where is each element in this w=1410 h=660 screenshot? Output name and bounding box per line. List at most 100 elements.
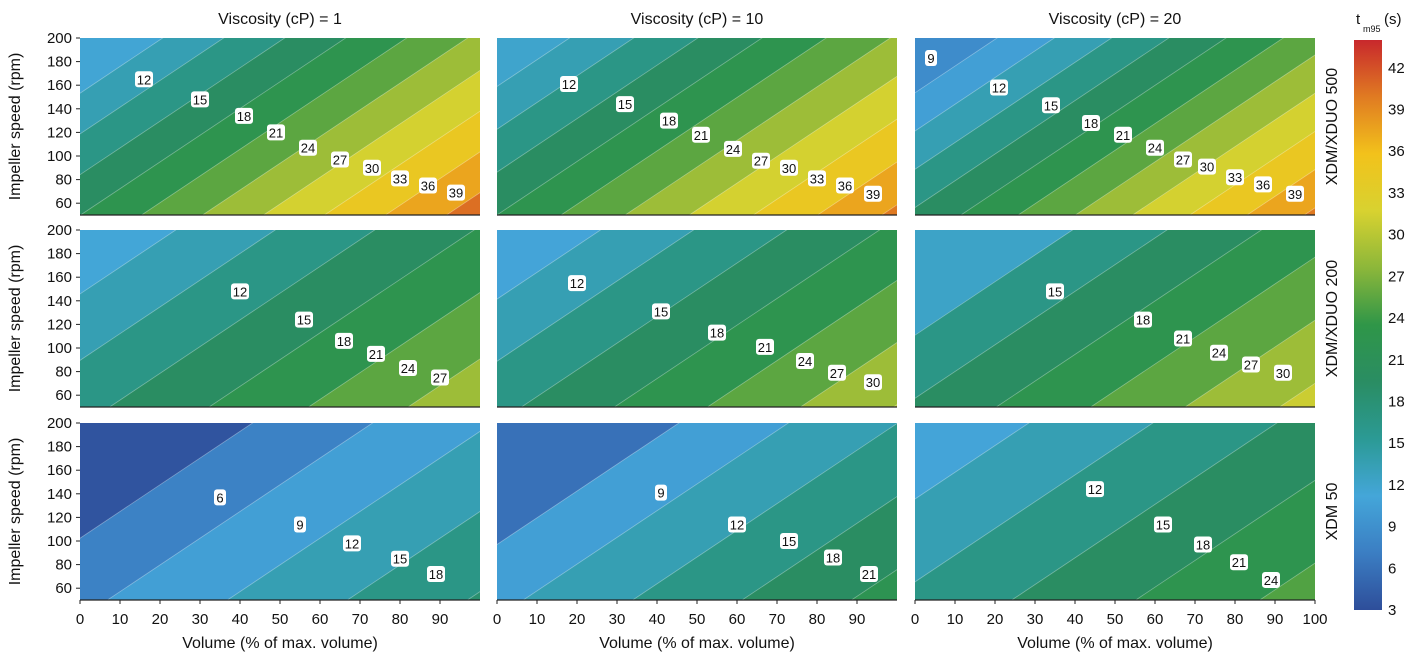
contour-line (632, 423, 897, 600)
contour-label: 30 (365, 161, 379, 176)
x-tick-label: 40 (1067, 611, 1084, 628)
y-tick-label: 160 (47, 77, 72, 94)
contour-line (201, 38, 469, 215)
y-tick-label: 140 (47, 101, 72, 118)
contour-label-box (1042, 97, 1060, 114)
contour-label: 9 (657, 486, 664, 501)
contour-label-box (214, 489, 226, 506)
contour-label-box (331, 151, 349, 168)
y-tick-label: 120 (47, 124, 72, 141)
colorbar-tick-label: 21 (1388, 352, 1405, 369)
contour-label: 15 (393, 552, 407, 567)
y-tick-label: 200 (47, 415, 72, 432)
contour-label: 12 (137, 72, 151, 87)
contour-label: 15 (1048, 284, 1062, 299)
contour-label: 12 (570, 276, 584, 291)
contour-line (226, 430, 480, 600)
contour-label: 21 (1116, 128, 1130, 143)
contour-label-box (447, 184, 465, 201)
contour-label-box (431, 369, 449, 386)
contour-label: 30 (1276, 366, 1290, 381)
contour-label-box (560, 76, 578, 93)
contour-label-box (1198, 158, 1216, 175)
y-tick-label: 80 (55, 172, 72, 189)
contour-panel (497, 423, 897, 600)
contour-line (915, 38, 1113, 170)
contour-label: 15 (654, 304, 668, 319)
colorbar-tick-label: 15 (1388, 435, 1405, 452)
contour-label-box (191, 91, 209, 108)
contour-label: 18 (1136, 313, 1150, 328)
contour-label: 18 (237, 109, 251, 124)
contour-band (800, 342, 897, 407)
contour-line (80, 38, 347, 215)
contour-line (613, 230, 881, 407)
contour-line (497, 423, 680, 545)
contour-band (467, 591, 480, 600)
contour-label-box (796, 352, 814, 369)
x-tick-label: 0 (493, 611, 501, 628)
contour-line (497, 230, 602, 300)
y-tick-label: 120 (47, 316, 72, 333)
contour-label-box (1154, 516, 1172, 533)
y-tick-label: 120 (47, 509, 72, 526)
y-tick-label: 160 (47, 269, 72, 286)
contour-label-box (708, 324, 726, 341)
column-title: Viscosity (cP) = 10 (631, 11, 764, 28)
contour-label: 33 (1228, 170, 1242, 185)
contour-label: 21 (862, 567, 876, 582)
x-tick-label: 60 (729, 611, 746, 628)
x-tick-label: 50 (1107, 611, 1124, 628)
contour-label-box (1174, 330, 1192, 347)
contour-label-box (1262, 571, 1280, 588)
contour-line (1089, 256, 1315, 407)
row-title: XDM/XDUO 500 (1324, 68, 1341, 185)
x-tick-label: 40 (649, 611, 666, 628)
contour-line (1135, 479, 1315, 600)
contour-label: 27 (1176, 153, 1190, 168)
x-tick-label: 0 (911, 611, 919, 628)
contour-label-box (1226, 169, 1244, 186)
contour-line (80, 423, 254, 539)
x-tick-label: 90 (1267, 611, 1284, 628)
colorbar-tick-label: 36 (1388, 143, 1405, 160)
contour-line (741, 496, 897, 600)
contour-band (1185, 320, 1315, 407)
contour-label: 18 (1084, 116, 1098, 131)
contour-label-box (655, 484, 667, 501)
contour-label: 12 (345, 536, 359, 551)
contour-line (80, 38, 286, 176)
contour-label-box (728, 516, 746, 533)
contour-label: 39 (449, 186, 463, 201)
contour-label-box (780, 159, 798, 176)
contour-line (1131, 92, 1315, 215)
contour-label: 15 (297, 313, 311, 328)
contour-line (1017, 38, 1284, 215)
contour-line (106, 423, 374, 600)
contour-label-box (1086, 481, 1104, 498)
contour-line (307, 292, 480, 407)
contour-label: 18 (662, 114, 676, 129)
contour-label-box (235, 107, 253, 124)
contour-label: 21 (369, 347, 383, 362)
contour-label-box (1242, 356, 1260, 373)
contour-line (497, 38, 635, 130)
y-tick-label: 140 (47, 486, 72, 503)
y-tick-label: 60 (55, 195, 72, 212)
contour-label-box (660, 112, 678, 129)
x-tick-label: 0 (76, 611, 84, 628)
x-tick-label: 20 (569, 611, 586, 628)
contour-label-box (824, 549, 842, 566)
contour-panel (915, 423, 1315, 600)
contour-label: 24 (401, 361, 415, 376)
contour-label: 24 (726, 142, 740, 157)
contour-line (80, 38, 225, 135)
contour-label-box (391, 550, 409, 567)
x-tick-label: 20 (987, 611, 1004, 628)
contour-label: 24 (1212, 346, 1226, 361)
x-tick-label: 30 (192, 611, 209, 628)
contour-label-box (652, 303, 670, 320)
contour-band (1304, 207, 1315, 215)
contour-label: 27 (433, 371, 447, 386)
contour-label: 12 (562, 77, 576, 92)
